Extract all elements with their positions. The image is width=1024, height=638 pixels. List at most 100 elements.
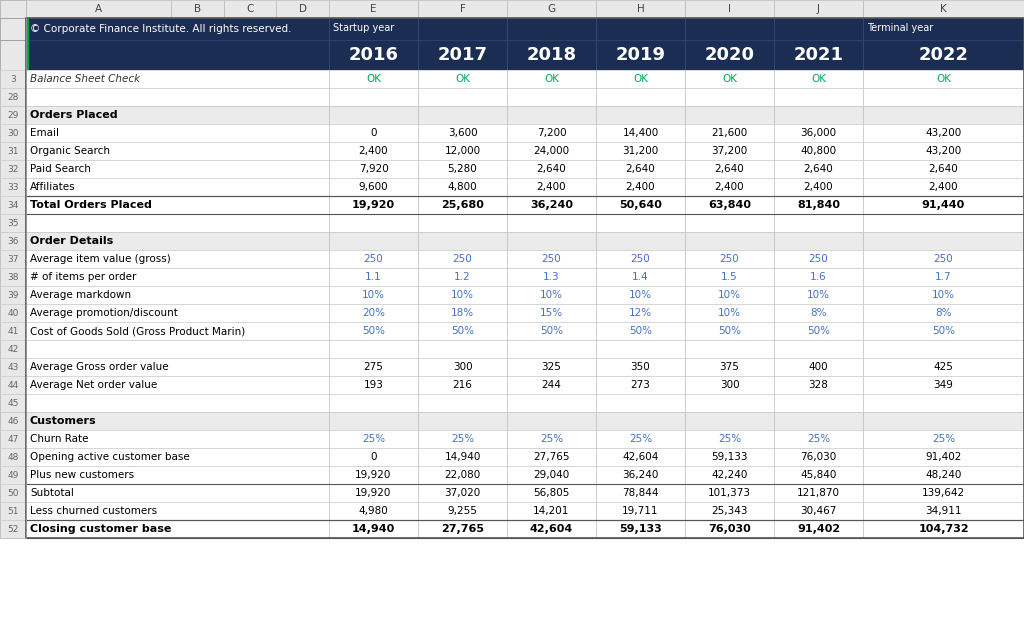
Bar bbox=[26, 40, 329, 70]
Bar bbox=[863, 88, 1024, 106]
Bar bbox=[0, 376, 1024, 394]
Text: 50,640: 50,640 bbox=[620, 200, 662, 210]
Bar bbox=[329, 142, 418, 160]
Bar bbox=[0, 430, 26, 448]
Bar bbox=[26, 196, 329, 214]
Bar bbox=[507, 178, 596, 196]
Bar bbox=[685, 18, 774, 40]
Bar bbox=[0, 394, 26, 412]
Bar bbox=[863, 286, 1024, 304]
Bar bbox=[685, 484, 774, 502]
Bar bbox=[0, 106, 26, 124]
Text: 59,133: 59,133 bbox=[620, 524, 662, 534]
Bar bbox=[685, 124, 774, 142]
Text: 29,040: 29,040 bbox=[534, 470, 569, 480]
Bar bbox=[329, 304, 418, 322]
Bar bbox=[863, 178, 1024, 196]
Bar bbox=[418, 466, 507, 484]
Text: 50%: 50% bbox=[932, 326, 955, 336]
Text: 400: 400 bbox=[809, 362, 828, 372]
Bar bbox=[0, 340, 1024, 358]
Bar bbox=[685, 322, 774, 340]
Bar bbox=[329, 268, 418, 286]
Text: I: I bbox=[728, 4, 731, 14]
Text: 250: 250 bbox=[364, 254, 383, 264]
Bar bbox=[507, 70, 596, 88]
Bar bbox=[685, 466, 774, 484]
Text: 3,600: 3,600 bbox=[447, 128, 477, 138]
Bar bbox=[507, 376, 596, 394]
Bar bbox=[26, 178, 329, 196]
Bar bbox=[26, 250, 329, 268]
Text: 250: 250 bbox=[720, 254, 739, 264]
Text: 349: 349 bbox=[934, 380, 953, 390]
Text: 193: 193 bbox=[364, 380, 383, 390]
Bar bbox=[0, 142, 1024, 160]
Bar bbox=[418, 304, 507, 322]
Bar bbox=[0, 0, 26, 18]
Text: 250: 250 bbox=[631, 254, 650, 264]
Text: 25%: 25% bbox=[718, 434, 741, 444]
Bar bbox=[329, 70, 418, 88]
Text: 275: 275 bbox=[364, 362, 383, 372]
Bar bbox=[596, 178, 685, 196]
Text: 63,840: 63,840 bbox=[708, 200, 751, 210]
Bar bbox=[774, 322, 863, 340]
Text: 27,765: 27,765 bbox=[441, 524, 484, 534]
Bar bbox=[596, 18, 685, 40]
Bar bbox=[596, 412, 685, 430]
Text: Terminal year: Terminal year bbox=[867, 23, 933, 33]
Bar bbox=[418, 18, 507, 40]
Bar bbox=[685, 40, 774, 70]
Text: 37,200: 37,200 bbox=[712, 146, 748, 156]
Text: 25%: 25% bbox=[361, 434, 385, 444]
Text: OK: OK bbox=[366, 74, 381, 84]
Text: 12%: 12% bbox=[629, 308, 652, 318]
Bar bbox=[0, 214, 26, 232]
Bar bbox=[418, 88, 507, 106]
Bar bbox=[329, 340, 418, 358]
Text: 18%: 18% bbox=[451, 308, 474, 318]
Bar bbox=[774, 286, 863, 304]
Text: 121,870: 121,870 bbox=[797, 488, 840, 498]
Text: 7,200: 7,200 bbox=[537, 128, 566, 138]
Bar bbox=[26, 286, 329, 304]
Bar bbox=[685, 340, 774, 358]
Bar bbox=[0, 520, 1024, 538]
Text: G: G bbox=[548, 4, 556, 14]
Text: Opening active customer base: Opening active customer base bbox=[30, 452, 189, 462]
Text: Paid Search: Paid Search bbox=[30, 164, 91, 174]
Bar bbox=[774, 232, 863, 250]
Text: 78,844: 78,844 bbox=[623, 488, 658, 498]
Text: OK: OK bbox=[633, 74, 648, 84]
Bar bbox=[685, 232, 774, 250]
Bar bbox=[26, 358, 329, 376]
Bar bbox=[507, 214, 596, 232]
Bar bbox=[418, 412, 507, 430]
Bar bbox=[329, 250, 418, 268]
Bar bbox=[596, 286, 685, 304]
Text: 10%: 10% bbox=[540, 290, 563, 300]
Bar bbox=[774, 124, 863, 142]
Bar bbox=[0, 142, 26, 160]
Text: 14,940: 14,940 bbox=[352, 524, 395, 534]
Text: 25%: 25% bbox=[932, 434, 955, 444]
Bar bbox=[329, 232, 418, 250]
Text: 10%: 10% bbox=[718, 290, 741, 300]
Bar bbox=[596, 142, 685, 160]
Bar bbox=[863, 232, 1024, 250]
Bar bbox=[863, 484, 1024, 502]
Text: OK: OK bbox=[936, 74, 951, 84]
Bar bbox=[507, 520, 596, 538]
Text: Subtotal: Subtotal bbox=[30, 488, 74, 498]
Bar bbox=[863, 250, 1024, 268]
Bar bbox=[774, 358, 863, 376]
Bar bbox=[596, 502, 685, 520]
Bar bbox=[329, 448, 418, 466]
Bar bbox=[685, 286, 774, 304]
Bar bbox=[26, 520, 329, 538]
Bar bbox=[329, 412, 418, 430]
Text: 42,604: 42,604 bbox=[623, 452, 658, 462]
Bar bbox=[276, 0, 329, 18]
Bar bbox=[863, 358, 1024, 376]
